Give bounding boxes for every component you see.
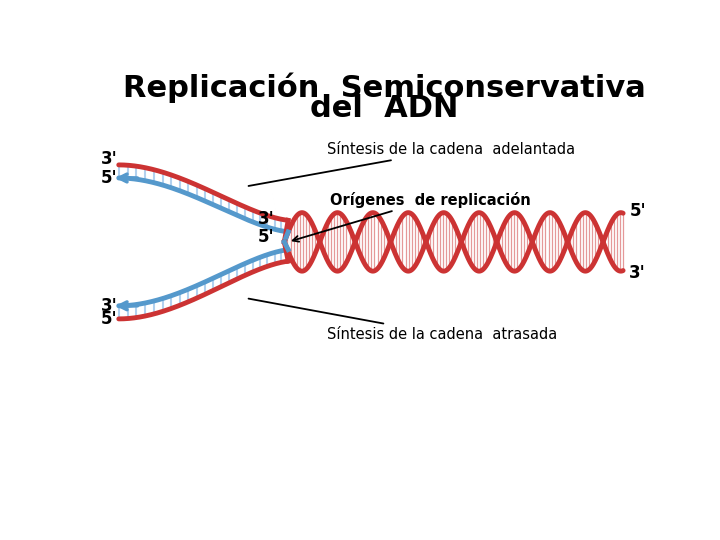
Text: Síntesis de la cadena  adelantada: Síntesis de la cadena adelantada [248, 142, 575, 186]
Text: 3': 3' [258, 210, 274, 228]
Text: del  ADN: del ADN [310, 94, 459, 123]
Text: 5': 5' [101, 310, 117, 328]
Text: 5': 5' [258, 227, 274, 246]
Text: Síntesis de la cadena  atrasada: Síntesis de la cadena atrasada [248, 299, 557, 342]
Text: Replicación  Semiconservativa: Replicación Semiconservativa [123, 73, 646, 103]
Text: 5': 5' [629, 202, 646, 220]
Text: 3': 3' [101, 297, 117, 315]
Text: 5': 5' [101, 169, 117, 187]
Text: 3': 3' [101, 150, 117, 168]
Text: Orígenes  de replicación: Orígenes de replicación [293, 192, 531, 242]
Text: 3': 3' [629, 264, 646, 282]
